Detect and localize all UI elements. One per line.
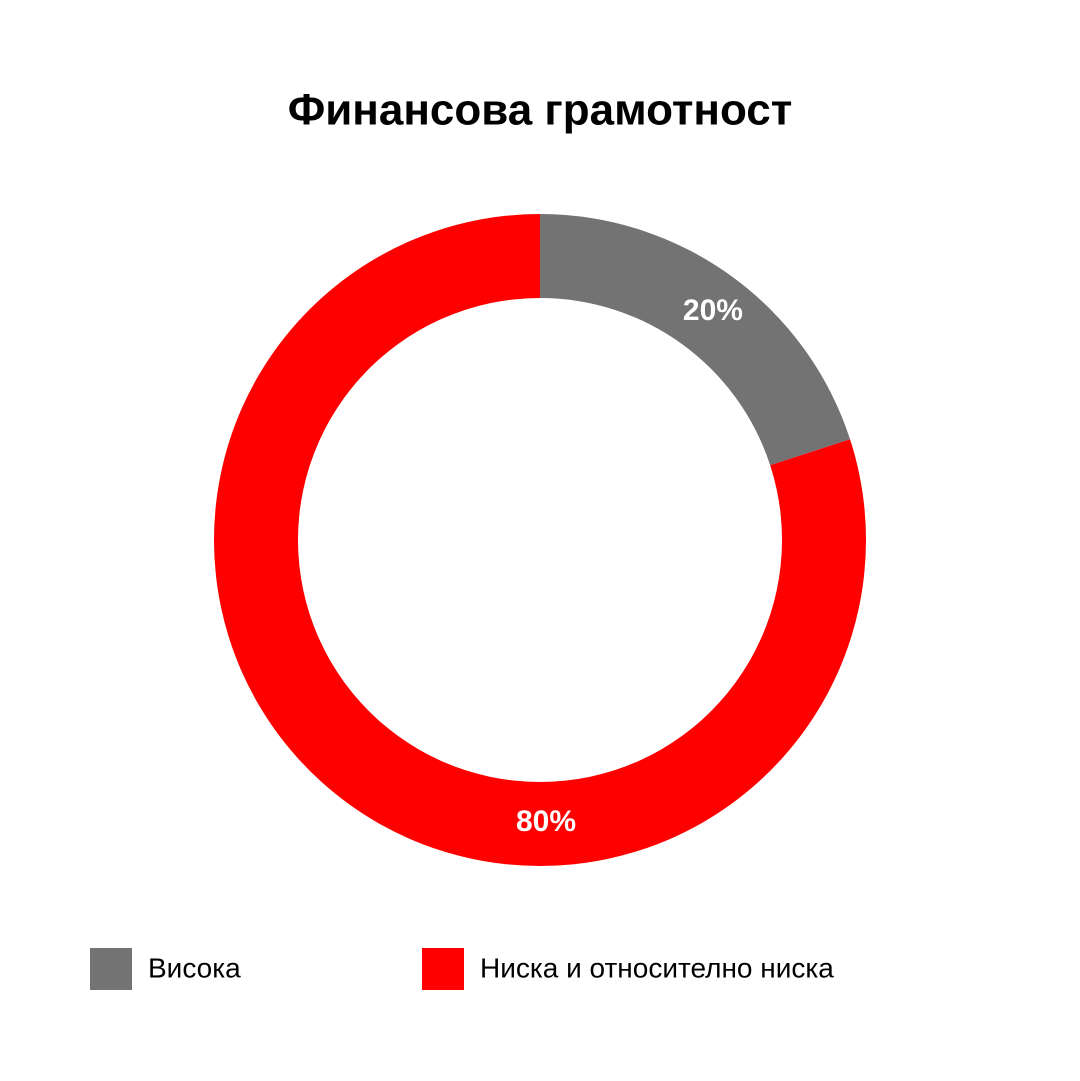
donut-slice bbox=[540, 214, 851, 466]
legend-swatch bbox=[422, 948, 464, 990]
data-label: 80% bbox=[516, 805, 576, 838]
chart-title: Финансова грамотност bbox=[288, 86, 793, 135]
legend-label: Висока bbox=[148, 952, 241, 983]
legend-label: Ниска и относително ниска bbox=[480, 952, 834, 983]
data-label: 20% bbox=[683, 294, 743, 327]
legend-swatch bbox=[90, 948, 132, 990]
